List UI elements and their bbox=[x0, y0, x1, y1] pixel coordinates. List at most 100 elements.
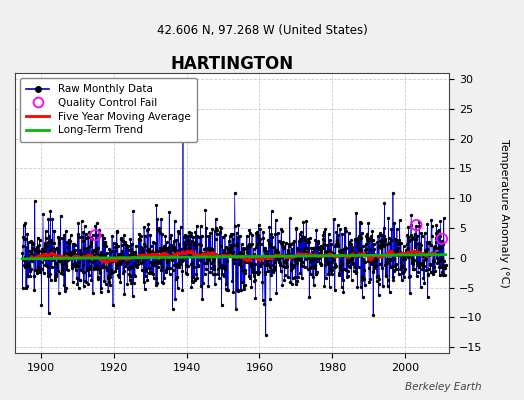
Point bbox=[271, 259, 280, 266]
Point bbox=[21, 264, 29, 270]
Point bbox=[224, 246, 232, 252]
Point bbox=[256, 262, 264, 269]
Point bbox=[153, 280, 161, 286]
Point bbox=[43, 239, 52, 245]
Point bbox=[187, 284, 195, 290]
Point bbox=[91, 256, 99, 262]
Point bbox=[220, 247, 228, 253]
Point bbox=[54, 289, 63, 296]
Point bbox=[31, 247, 40, 253]
Point bbox=[357, 274, 366, 280]
Point bbox=[160, 275, 168, 281]
Point bbox=[198, 295, 206, 302]
Point bbox=[360, 276, 368, 282]
Point bbox=[184, 237, 192, 243]
Point bbox=[177, 223, 185, 230]
Point bbox=[431, 239, 440, 245]
Point bbox=[128, 252, 136, 258]
Point bbox=[36, 236, 44, 243]
Point bbox=[171, 295, 179, 302]
Point bbox=[62, 263, 71, 270]
Point bbox=[366, 246, 374, 252]
Point bbox=[245, 273, 253, 280]
Point bbox=[237, 248, 246, 255]
Point bbox=[253, 242, 261, 249]
Point bbox=[302, 218, 310, 224]
Point bbox=[230, 260, 238, 266]
Point bbox=[104, 256, 113, 263]
Point bbox=[405, 274, 413, 280]
Point bbox=[112, 241, 121, 247]
Point bbox=[182, 241, 190, 247]
Point bbox=[336, 226, 344, 232]
Point bbox=[264, 268, 272, 275]
Point bbox=[71, 267, 80, 274]
Point bbox=[181, 270, 190, 276]
Point bbox=[282, 260, 290, 266]
Point bbox=[423, 220, 432, 227]
Point bbox=[72, 252, 80, 258]
Point bbox=[191, 277, 199, 284]
Point bbox=[425, 252, 434, 258]
Point bbox=[26, 250, 35, 256]
Point bbox=[205, 250, 214, 256]
Point bbox=[232, 253, 240, 259]
Point bbox=[152, 225, 161, 232]
Point bbox=[426, 261, 434, 267]
Point bbox=[85, 243, 94, 249]
Point bbox=[190, 240, 198, 247]
Point bbox=[137, 244, 146, 250]
Point bbox=[21, 220, 29, 226]
Point bbox=[213, 253, 222, 260]
Point bbox=[267, 272, 276, 278]
Point bbox=[121, 263, 129, 269]
Point bbox=[273, 253, 281, 259]
Point bbox=[219, 234, 227, 240]
Point bbox=[136, 237, 144, 244]
Point bbox=[234, 222, 243, 228]
Point bbox=[36, 268, 45, 275]
Point bbox=[420, 250, 429, 256]
Point bbox=[315, 244, 323, 250]
Point bbox=[293, 254, 302, 260]
Point bbox=[81, 278, 89, 284]
Point bbox=[23, 244, 31, 250]
Point bbox=[363, 234, 371, 240]
Point bbox=[390, 267, 398, 273]
Point bbox=[279, 242, 287, 249]
Point bbox=[46, 208, 54, 214]
Point bbox=[316, 253, 324, 260]
Point bbox=[87, 238, 95, 245]
Point bbox=[62, 265, 70, 272]
Point bbox=[29, 246, 38, 252]
Point bbox=[148, 270, 156, 276]
Point bbox=[239, 282, 248, 289]
Point bbox=[122, 260, 130, 266]
Point bbox=[185, 229, 193, 236]
Point bbox=[382, 258, 390, 265]
Point bbox=[433, 259, 442, 266]
Point bbox=[100, 234, 108, 241]
Point bbox=[225, 247, 233, 253]
Point bbox=[35, 248, 43, 254]
Point bbox=[53, 248, 62, 254]
Text: 42.606 N, 97.268 W (United States): 42.606 N, 97.268 W (United States) bbox=[157, 24, 367, 37]
Point bbox=[23, 231, 31, 238]
Point bbox=[56, 258, 64, 264]
Point bbox=[173, 285, 182, 291]
Point bbox=[36, 258, 45, 265]
Point bbox=[413, 259, 421, 265]
Point bbox=[45, 310, 53, 316]
Point bbox=[417, 230, 425, 236]
Point bbox=[143, 247, 151, 254]
Point bbox=[379, 283, 387, 290]
Point bbox=[27, 266, 35, 272]
Point bbox=[104, 260, 113, 267]
Point bbox=[32, 244, 41, 250]
Point bbox=[95, 265, 103, 272]
Point bbox=[105, 271, 114, 278]
Point bbox=[19, 243, 27, 249]
Point bbox=[174, 228, 182, 234]
Point bbox=[410, 266, 418, 272]
Point bbox=[137, 232, 145, 239]
